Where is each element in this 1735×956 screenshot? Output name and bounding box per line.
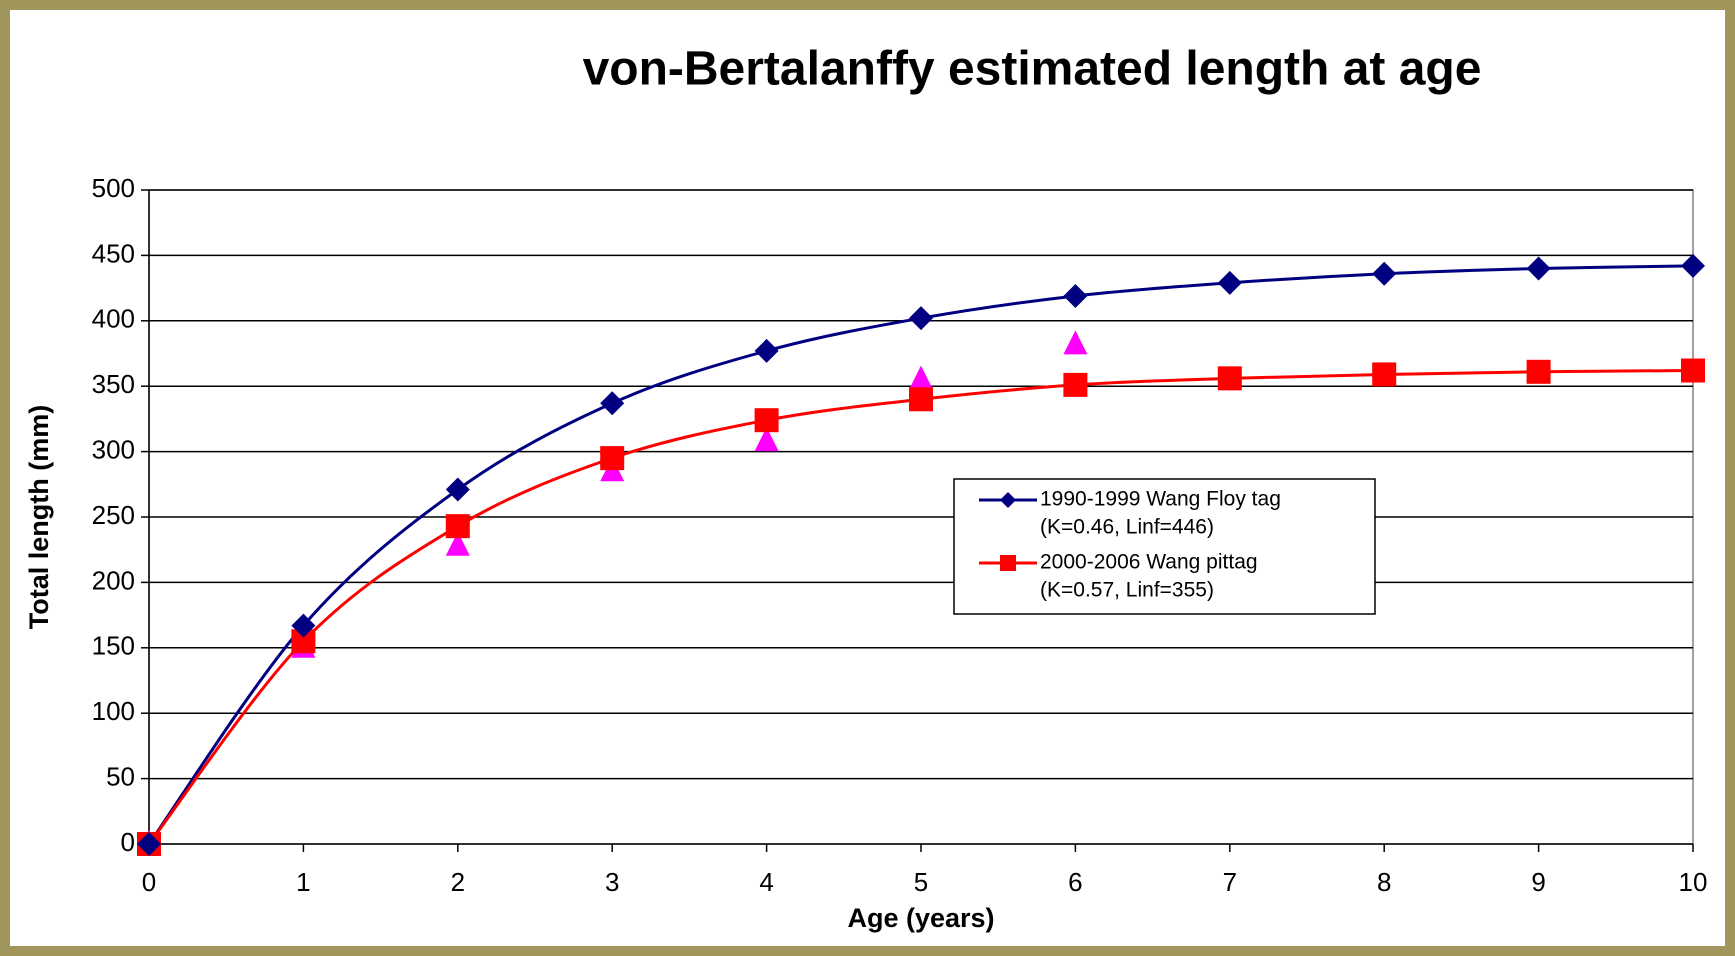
x-tick-label: 8 <box>1377 867 1391 897</box>
marker <box>445 514 470 539</box>
marker <box>137 832 161 856</box>
series-line <box>147 264 1694 845</box>
y-tick-label: 250 <box>92 500 135 530</box>
y-tick-label: 50 <box>106 761 135 791</box>
x-tick-label: 7 <box>1223 867 1237 897</box>
y-tick-label: 200 <box>92 565 135 595</box>
marker <box>1063 283 1088 308</box>
marker <box>1526 256 1551 281</box>
marker <box>909 365 933 390</box>
x-tick-label: 0 <box>142 867 156 897</box>
x-tick-label: 9 <box>1531 867 1545 897</box>
marker <box>600 391 625 416</box>
marker <box>1372 362 1397 387</box>
series-line <box>147 369 1694 845</box>
marker <box>1063 330 1088 355</box>
marker <box>445 531 470 556</box>
marker <box>1063 372 1088 397</box>
x-tick-label: 10 <box>1679 867 1708 897</box>
x-tick-label: 3 <box>605 867 619 897</box>
y-tick-label: 150 <box>92 631 135 661</box>
marker <box>909 387 933 412</box>
x-tick-label: 5 <box>914 867 928 897</box>
legend-label: 2000-2006 Wang pittag <box>1040 551 1258 574</box>
marker <box>1217 366 1242 391</box>
y-tick-label: 500 <box>92 173 135 203</box>
marker <box>291 613 316 638</box>
marker <box>754 408 779 433</box>
marker <box>600 446 625 471</box>
legend-label: (K=0.57, Linf=355) <box>1040 579 1214 602</box>
y-axis-label: Total length (mm) <box>24 405 54 629</box>
marker <box>1217 270 1242 295</box>
y-tick-label: 450 <box>92 238 135 268</box>
legend-label: 1990-1999 Wang Floy tag <box>1040 488 1281 511</box>
y-tick-label: 0 <box>121 827 135 857</box>
marker <box>1372 261 1397 286</box>
x-tick-label: 2 <box>451 867 465 897</box>
y-tick-label: 400 <box>92 304 135 334</box>
x-axis-label: Age (years) <box>847 903 994 933</box>
marker <box>445 477 470 502</box>
marker <box>1526 359 1551 384</box>
marker <box>1681 253 1705 278</box>
x-tick-label: 4 <box>759 867 773 897</box>
y-tick-label: 100 <box>92 696 135 726</box>
x-tick-label: 1 <box>296 867 310 897</box>
marker <box>754 427 779 452</box>
y-tick-label: 300 <box>92 434 135 464</box>
x-tick-label: 6 <box>1068 867 1082 897</box>
marker <box>909 306 933 331</box>
marker <box>754 338 779 363</box>
y-tick-label: 350 <box>92 369 135 399</box>
marker <box>1000 492 1016 508</box>
legend-label: (K=0.46, Linf=446) <box>1040 516 1214 539</box>
chart-title: von-Bertalanffy estimated length at age <box>583 43 1482 96</box>
marker <box>1681 358 1705 383</box>
marker <box>1000 555 1016 571</box>
